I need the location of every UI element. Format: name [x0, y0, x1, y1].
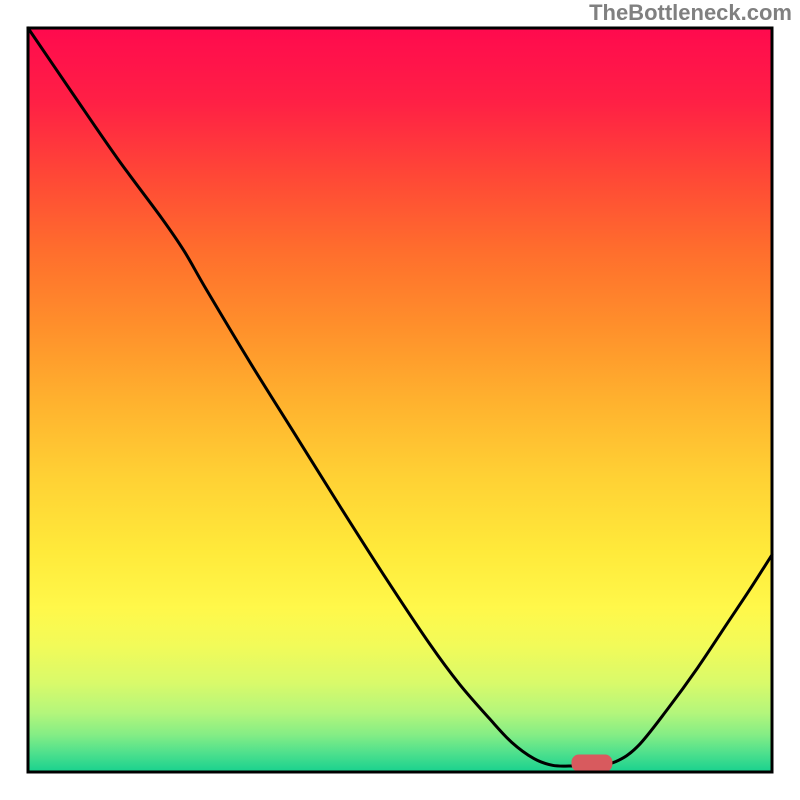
- optimal-marker: [571, 755, 612, 772]
- watermark-text: TheBottleneck.com: [589, 0, 792, 26]
- chart-container: TheBottleneck.com: [0, 0, 800, 800]
- chart-svg: [0, 0, 800, 800]
- gradient-background: [28, 28, 772, 772]
